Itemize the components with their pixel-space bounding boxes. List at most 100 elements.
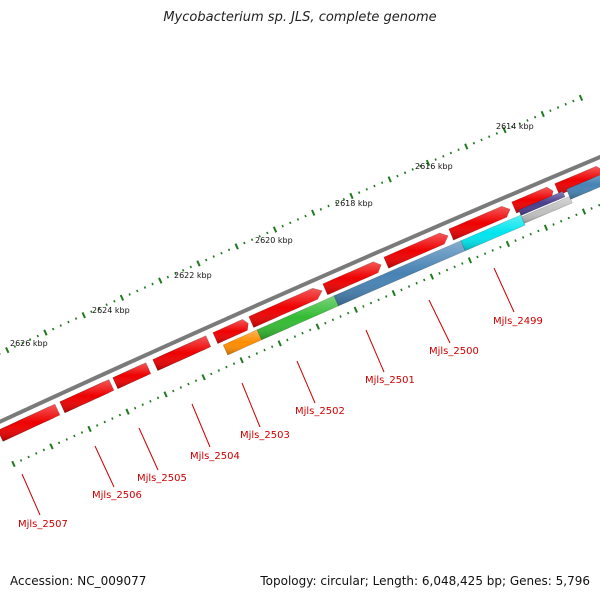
inner-ruler-tick-56 xyxy=(438,271,441,275)
outer-ruler-tick-9 xyxy=(36,334,40,338)
gene-label-mjls-2502: Mjls_2502 xyxy=(295,406,345,417)
scale-label-2618: 2618 kbp xyxy=(335,199,373,208)
inner-ruler-tick-66 xyxy=(514,239,517,243)
outer-ruler-tick-26 xyxy=(166,275,170,279)
outer-ruler-tick-21 xyxy=(128,293,131,296)
outer-ruler xyxy=(0,94,584,355)
scale-label-2614: 2614 kbp xyxy=(496,122,534,131)
outer-ruler-tick-80 xyxy=(578,94,584,101)
inner-ruler-tick-35 xyxy=(277,340,282,347)
inner-ruler-tick-2 xyxy=(27,455,30,459)
inner-gene-10 xyxy=(566,174,600,200)
gene-label-mjls-2499: Mjls_2499 xyxy=(493,316,543,327)
inner-gene-3 xyxy=(112,362,152,389)
inner-ruler-tick-50 xyxy=(391,290,396,297)
inner-ruler-tick-21 xyxy=(172,389,175,393)
outer-ruler-tick-10 xyxy=(43,329,48,336)
outer-ruler-tick-31 xyxy=(204,258,208,262)
outer-ruler-tick-62 xyxy=(442,155,445,158)
forward-gene-5 xyxy=(212,319,249,344)
scale-labels: 2614 kbp 2616 kbp 2618 kbp 2620 kbp 2622… xyxy=(10,122,534,348)
outer-ruler-tick-74 xyxy=(533,115,537,119)
outer-ruler-tick-76 xyxy=(549,109,552,112)
outer-ruler-tick-72 xyxy=(518,122,521,125)
outer-ruler-tick-5 xyxy=(5,346,10,354)
outer-ruler-tick-39 xyxy=(266,231,269,235)
outer-ruler-tick-69 xyxy=(495,132,499,135)
inner-ruler-tick-8 xyxy=(73,434,76,438)
inner-ruler-tick-12 xyxy=(103,420,106,424)
outer-ruler-tick-77 xyxy=(556,106,560,109)
outer-ruler-tick-78 xyxy=(564,102,567,106)
leader-mjls-2505 xyxy=(138,427,159,471)
inner-ruler-tick-22 xyxy=(179,386,183,389)
outer-ruler-tick-6 xyxy=(13,345,17,348)
forward-gene-6 xyxy=(248,287,323,328)
outer-ruler-tick-48 xyxy=(334,201,338,205)
outer-ruler-tick-54 xyxy=(380,181,384,184)
inner-gene-2 xyxy=(59,379,115,414)
inner-ruler xyxy=(11,203,600,468)
inner-ruler-tick-64 xyxy=(499,245,502,249)
outer-ruler-tick-52 xyxy=(365,187,368,191)
outer-ruler-tick-79 xyxy=(572,99,575,103)
outer-ruler-tick-20 xyxy=(119,294,125,301)
outer-ruler-tick-38 xyxy=(258,234,261,238)
outer-ruler-tick-57 xyxy=(403,171,407,175)
inner-ruler-tick-7 xyxy=(65,438,68,441)
inner-ruler-tick-74 xyxy=(575,213,578,217)
gene-label-mjls-2505: Mjls_2505 xyxy=(137,473,187,484)
leader-mjls-2507 xyxy=(21,473,41,516)
outer-ruler-tick-40 xyxy=(272,226,278,233)
inner-ruler-tick-0 xyxy=(11,460,16,468)
outer-ruler-tick-46 xyxy=(319,207,323,211)
leader-mjls-2506 xyxy=(94,445,115,488)
inner-ruler-tick-77 xyxy=(598,203,600,207)
inner-ruler-tick-54 xyxy=(423,278,426,282)
outer-ruler-tick-73 xyxy=(526,119,529,122)
outer-ruler-tick-67 xyxy=(480,138,483,142)
leader-mjls-2502 xyxy=(296,360,316,404)
inner-ruler-tick-57 xyxy=(445,268,449,272)
outer-ruler-tick-43 xyxy=(296,218,300,221)
inner-ruler-tick-3 xyxy=(35,452,38,455)
outer-ruler-tick-15 xyxy=(81,311,86,319)
forward-gene-7 xyxy=(322,261,382,296)
inner-ruler-tick-9 xyxy=(80,431,84,434)
inner-gene-9 xyxy=(521,196,573,224)
map-title: Mycobacterium sp. JLS, complete genome xyxy=(163,10,437,25)
outer-ruler-tick-35 xyxy=(234,243,239,250)
inner-ruler-tick-5 xyxy=(49,443,54,450)
inner-ruler-tick-58 xyxy=(453,265,456,269)
inner-ruler-tick-45 xyxy=(353,306,358,313)
inner-ruler-tick-59 xyxy=(461,262,464,265)
outer-ruler-tick-42 xyxy=(289,221,292,225)
inner-ruler-tick-72 xyxy=(559,219,563,223)
inner-ruler-tick-38 xyxy=(301,331,304,335)
inner-ruler-tick-41 xyxy=(324,321,327,325)
inner-ruler-tick-76 xyxy=(590,207,593,210)
outer-ruler-tick-55 xyxy=(387,176,392,183)
gene-label-mjls-2503: Mjls_2503 xyxy=(240,430,290,441)
inner-ruler-tick-49 xyxy=(385,295,388,298)
outer-ruler-tick-44 xyxy=(304,214,307,218)
inner-ruler-tick-26 xyxy=(210,372,213,376)
outer-ruler-tick-58 xyxy=(411,168,414,171)
outer-ruler-tick-50 xyxy=(349,192,354,200)
inner-ruler-tick-37 xyxy=(293,335,297,338)
forward-gene-8 xyxy=(383,232,449,269)
outer-ruler-tick-14 xyxy=(74,317,78,320)
inner-ruler-tick-46 xyxy=(362,305,365,308)
inner-ruler-tick-53 xyxy=(415,281,418,285)
outer-ruler-tick-63 xyxy=(449,151,453,155)
inner-ruler-tick-36 xyxy=(286,338,289,342)
inner-ruler-tick-43 xyxy=(339,315,342,318)
scale-label-2626: 2626 kbp xyxy=(10,339,48,348)
leader-mjls-2504 xyxy=(191,403,211,448)
inner-ruler-tick-55 xyxy=(429,273,435,280)
inner-ruler-tick-17 xyxy=(141,403,144,407)
leader-mjls-2499 xyxy=(493,267,515,313)
outer-ruler-tick-41 xyxy=(281,224,284,228)
inner-ruler-tick-19 xyxy=(156,396,160,400)
outer-ruler-tick-71 xyxy=(510,125,514,129)
